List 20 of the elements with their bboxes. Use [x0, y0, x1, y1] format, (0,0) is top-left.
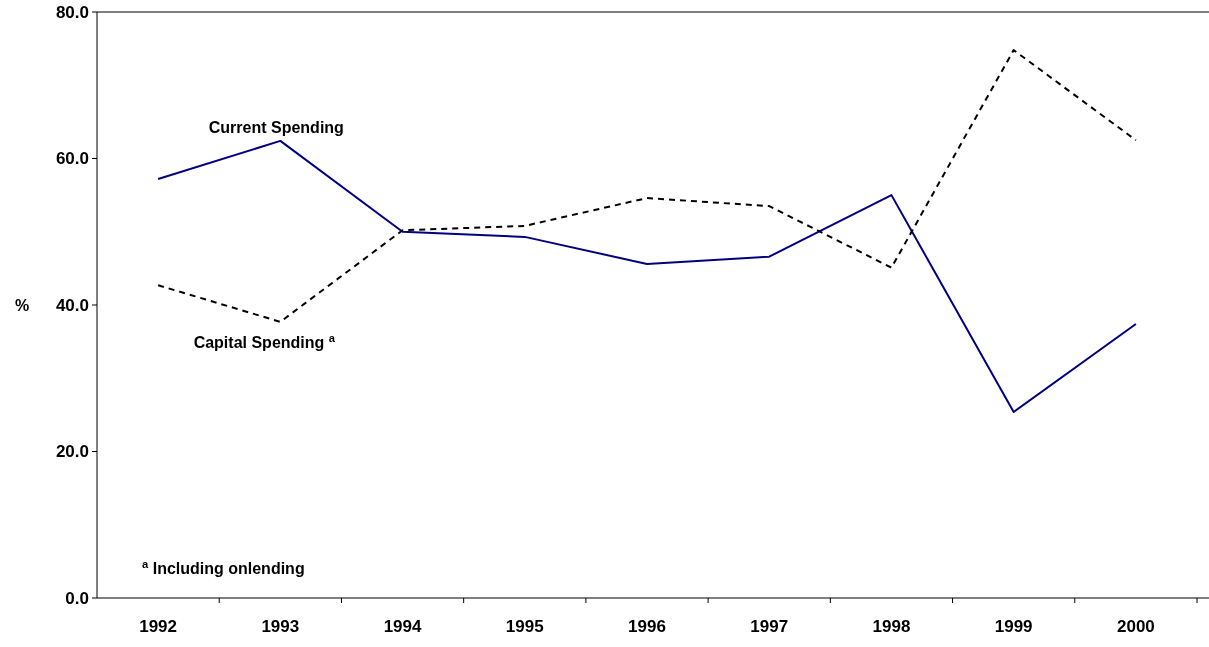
- x-tick-label: 1995: [505, 617, 544, 636]
- x-tick-label: 1998: [872, 617, 911, 636]
- annotation: $^{a}$ Including onlending: [142, 558, 305, 577]
- series-label: Capital Spending $^{a}$: [193, 331, 336, 351]
- y-tick-label: 60.0: [55, 149, 89, 169]
- x-tick-label: 1996: [628, 617, 666, 636]
- y-tick-label: 0.0: [65, 588, 89, 608]
- series-label: Current Spending: [208, 118, 344, 136]
- x-tick-label: 1992: [139, 617, 178, 636]
- y-axis-title: %: [14, 296, 30, 314]
- x-tick-label: 1993: [261, 617, 300, 636]
- x-tick-label: 2000: [1116, 617, 1155, 636]
- x-tick-label: 1994: [383, 617, 423, 636]
- line-series: [157, 49, 1137, 323]
- y-tick-label: 80.0: [55, 2, 89, 22]
- y-tick-label: 40.0: [55, 295, 89, 315]
- x-tick-label: 1999: [994, 617, 1033, 636]
- x-tick-label: 1997: [750, 617, 789, 636]
- line-series: [157, 139, 1137, 413]
- y-tick-label: 20.0: [55, 442, 89, 462]
